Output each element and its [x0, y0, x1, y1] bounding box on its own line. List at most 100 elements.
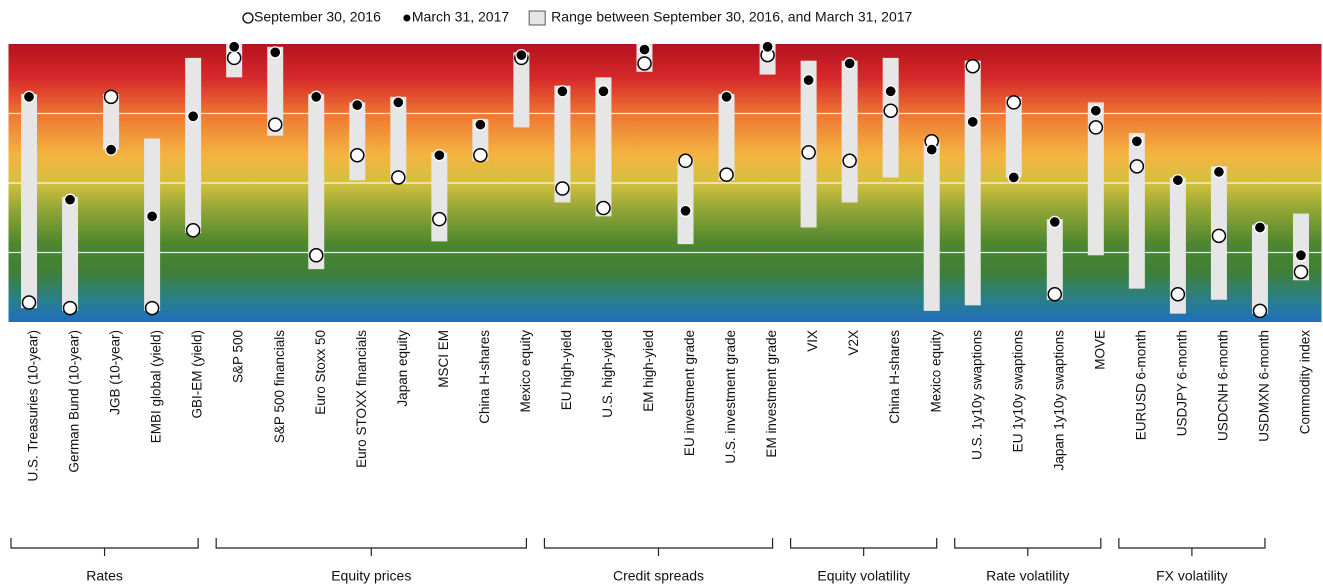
sep-marker [1129, 159, 1145, 174]
sep-marker [1047, 286, 1063, 302]
category-label: Commodity index [1298, 330, 1313, 435]
range-bar [1169, 177, 1186, 314]
sep-marker [62, 300, 78, 316]
category-label: V2X [846, 330, 861, 356]
category-label: U.S. 1y10y swaptions [969, 330, 984, 460]
range-bar [554, 85, 571, 203]
category-label: MSCI EM [436, 330, 451, 388]
group-label: Rates [86, 568, 123, 584]
category-label: Euro STOXX financials [354, 330, 369, 468]
category-label: EMBI global (yield) [149, 330, 164, 443]
mar-marker [761, 40, 774, 53]
range-bar [185, 57, 202, 234]
category-label: VIX [805, 330, 820, 352]
category-label: Euro Stoxx 50 [313, 330, 328, 415]
sep-marker [103, 89, 119, 105]
group-label: Equity volatility [817, 568, 910, 584]
mar-marker [802, 73, 815, 87]
sep-marker [1252, 303, 1268, 319]
group-label: Equity prices [331, 568, 411, 584]
range-bar [841, 60, 858, 203]
mar-marker [556, 85, 569, 98]
mar-marker [392, 96, 405, 109]
category-label: U.S. investment grade [723, 330, 738, 464]
range-bar [308, 94, 325, 270]
legend-label: March 31, 2017 [412, 9, 509, 25]
mar-marker [22, 90, 36, 103]
mar-marker [966, 115, 979, 128]
sep-marker [185, 223, 201, 238]
group-label: FX volatility [1156, 568, 1228, 584]
range-bar [349, 102, 366, 181]
mar-marker [351, 99, 364, 112]
sep-marker [1293, 264, 1309, 280]
category-label: Japan 1y10y swaptions [1051, 330, 1066, 471]
sep-marker [596, 200, 611, 216]
mar-marker [269, 46, 282, 59]
group-bracket [954, 538, 1102, 556]
group-bracket [1118, 538, 1266, 556]
mar-marker [1171, 174, 1185, 187]
range-bar [267, 46, 284, 136]
sep-marker [1170, 286, 1186, 302]
mar-marker [884, 85, 897, 98]
range-bar [431, 152, 448, 242]
category-label: JGB (10-year) [108, 330, 123, 415]
category-label: U.S. Treasuries (10-year) [26, 330, 41, 482]
legend-label: Range between September 30, 2016, and Ma… [551, 9, 912, 25]
category-label: S&P 500 [231, 330, 246, 383]
category-label: GBI-EM (yield) [190, 330, 205, 419]
legend-filled-marker [403, 14, 411, 22]
range-bar [103, 94, 120, 150]
mar-marker [679, 204, 692, 217]
sep-marker [144, 300, 160, 316]
mar-marker [474, 118, 487, 131]
sep-marker [1088, 120, 1104, 135]
range-bar [718, 94, 735, 181]
category-label: German Bund (10-year) [67, 330, 82, 473]
mar-marker [1130, 135, 1144, 148]
category-label: China H-shares [887, 330, 902, 424]
range-bar [1087, 102, 1104, 256]
range-bar [1005, 96, 1022, 178]
group-bracket [10, 538, 199, 556]
mar-marker [720, 90, 733, 103]
sep-marker [842, 153, 857, 169]
range-bar [62, 196, 79, 311]
mar-marker [925, 143, 938, 156]
category-label: USDCNH 6-month [1215, 330, 1230, 441]
mar-marker [1253, 221, 1267, 234]
mar-marker [515, 48, 528, 62]
range-bar [1128, 132, 1145, 289]
range-bar [21, 94, 38, 309]
range-bar [513, 52, 530, 128]
category-label: Japan equity [395, 330, 410, 407]
range-bar [677, 157, 694, 245]
mar-marker [1212, 165, 1226, 179]
range-bar [390, 96, 407, 183]
range-bar [144, 138, 161, 311]
sep-marker [801, 145, 816, 160]
category-label: USDJPY 6-month [1174, 330, 1189, 436]
range-bar [923, 141, 940, 311]
category-label: EM investment grade [764, 330, 779, 458]
category-label: EU investment grade [682, 330, 697, 456]
category-label: S&P 500 financials [272, 330, 287, 443]
range-bar [1251, 224, 1268, 314]
category-label: China H-shares [477, 330, 492, 424]
mar-marker [1007, 171, 1020, 184]
range-bar [1046, 219, 1063, 300]
sep-marker [1211, 228, 1227, 244]
group-bracket [215, 538, 527, 556]
category-label: EM high-yield [641, 330, 656, 412]
mar-marker [433, 149, 446, 162]
legend-range-swatch [528, 10, 546, 26]
mar-marker [145, 210, 159, 223]
sep-marker [678, 153, 693, 169]
mar-marker [310, 90, 323, 103]
group-label: Rate volatility [986, 568, 1069, 584]
group-label: Credit spreads [613, 568, 704, 584]
category-label: USDMXN 6-month [1257, 330, 1272, 442]
mar-marker [228, 40, 241, 53]
